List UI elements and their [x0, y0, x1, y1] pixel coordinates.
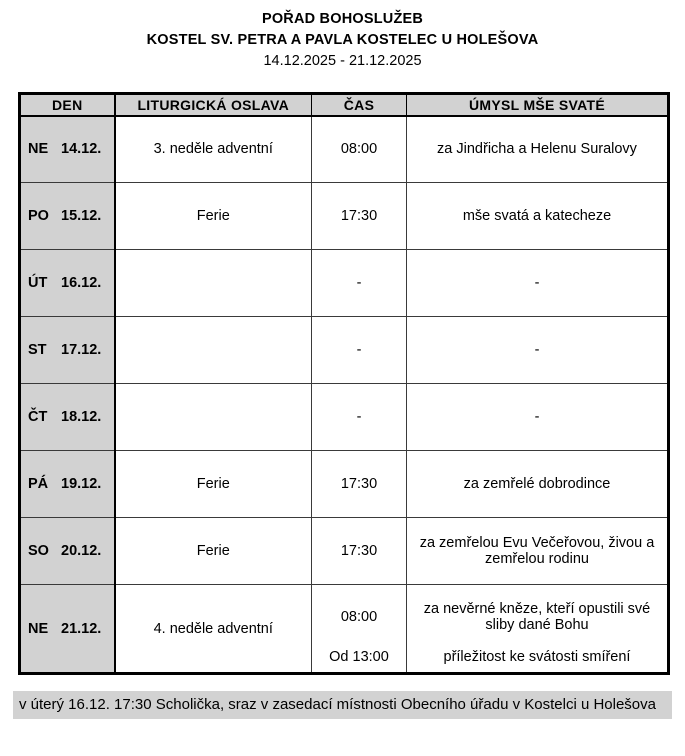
intention-secondary: příležitost ke svátosti smíření: [443, 649, 631, 665]
day-abbrev: SO: [28, 543, 49, 559]
table-row: NE 14.12. 3. neděle adventní 08:00 za Jin…: [19, 115, 669, 183]
table-row: ÚT 16.12. - -: [19, 249, 669, 317]
day-date: 21.12.: [61, 620, 102, 637]
page-title: POŘAD BOHOSLUŽEB: [261, 11, 424, 27]
table-row: PÁ 19.12. Ferie 17:30 za zemřelé dobrodin…: [19, 450, 669, 518]
celebration-cell: 4. neděle adventní: [114, 584, 312, 674]
intention-cell: za zemřelé dobrodince: [406, 450, 669, 518]
day-cell: ÚT 16.12.: [19, 249, 116, 317]
date-range: 14.12.2025 - 21.12.2025: [263, 53, 422, 69]
celebration-cell: Ferie: [114, 450, 312, 518]
schedule-table: DEN LITURGICKÁ OSLAVA ČAS ÚMYSL MŠE SVAT…: [18, 92, 670, 675]
day-date: 17.12.: [61, 342, 102, 358]
day-abbrev: ČT: [28, 409, 48, 425]
time-cell: -: [311, 383, 407, 451]
celebration-cell: Ferie: [114, 517, 312, 585]
intention-cell: -: [406, 383, 669, 451]
column-header-day: DEN: [19, 93, 116, 117]
time-cell: -: [311, 316, 407, 384]
table-row: ČT 18.12. - -: [19, 383, 669, 451]
day-abbrev: NE: [28, 620, 49, 637]
intention-cell: -: [406, 249, 669, 317]
intention-cell: za zemřelou Evu Večeřovou, živou a zemře…: [406, 517, 669, 585]
time-secondary: Od 13:00: [329, 649, 389, 665]
celebration-cell: [114, 316, 312, 384]
day-date: 20.12.: [61, 543, 102, 559]
intention-cell: -: [406, 316, 669, 384]
day-abbrev: PÁ: [28, 476, 49, 492]
page-subtitle: KOSTEL SV. PETRA A PAVLA KOSTELEC U HOLE…: [146, 32, 539, 48]
table-row: NE 21.12. 4. neděle adventní 08:00 Od 13:0…: [19, 584, 669, 674]
day-abbrev: NE: [28, 141, 49, 158]
intention-cell: mše svatá a katecheze: [406, 182, 669, 250]
intention-primary: za nevěrné kněze, kteří opustili své sli…: [423, 601, 651, 633]
time-cell: -: [311, 249, 407, 317]
column-header-celebration: LITURGICKÁ OSLAVA: [114, 93, 312, 117]
day-date: 18.12.: [61, 409, 102, 425]
celebration-cell: [114, 383, 312, 451]
celebration-cell: 3. neděle adventní: [114, 115, 312, 183]
intention-cell: za nevěrné kněze, kteří opustili své sli…: [406, 584, 669, 674]
footer-note: v úterý 16.12. 17:30 Scholička, sraz v z…: [13, 691, 672, 719]
column-header-intention: ÚMYSL MŠE SVATÉ: [406, 93, 669, 117]
day-cell: ST 17.12.: [19, 316, 116, 384]
time-cell: 17:30: [311, 450, 407, 518]
day-abbrev: PO: [28, 208, 49, 224]
day-date: 15.12.: [61, 208, 102, 224]
day-cell: PO 15.12.: [19, 182, 116, 250]
day-date: 16.12.: [61, 275, 102, 291]
day-date: 14.12.: [61, 141, 102, 158]
day-cell: ČT 18.12.: [19, 383, 116, 451]
day-abbrev: ÚT: [28, 275, 48, 291]
time-cell: 08:00 Od 13:00: [311, 584, 407, 674]
time-cell: 17:30: [311, 182, 407, 250]
column-header-time: ČAS: [311, 93, 407, 117]
day-cell: NE 14.12.: [19, 115, 116, 183]
day-cell: SO 20.12.: [19, 517, 116, 585]
table-row: SO 20.12. Ferie 17:30 za zemřelou Evu Več…: [19, 517, 669, 585]
time-cell: 17:30: [311, 517, 407, 585]
day-abbrev: ST: [28, 342, 47, 358]
intention-cell: za Jindřicha a Helenu Suralovy: [406, 115, 669, 183]
day-cell: PÁ 19.12.: [19, 450, 116, 518]
day-date: 19.12.: [61, 476, 102, 492]
time-primary: 08:00: [340, 609, 378, 625]
day-cell: NE 21.12.: [19, 584, 116, 674]
table-row: PO 15.12. Ferie 17:30 mše svatá a kateche…: [19, 182, 669, 250]
time-cell: 08:00: [311, 115, 407, 183]
document-header: POŘAD BOHOSLUŽEB KOSTEL SV. PETRA A PAVL…: [0, 0, 685, 72]
celebration-cell: [114, 249, 312, 317]
table-row: ST 17.12. - -: [19, 316, 669, 384]
celebration-cell: Ferie: [114, 182, 312, 250]
table-header-row: DEN LITURGICKÁ OSLAVA ČAS ÚMYSL MŠE SVAT…: [19, 93, 669, 117]
